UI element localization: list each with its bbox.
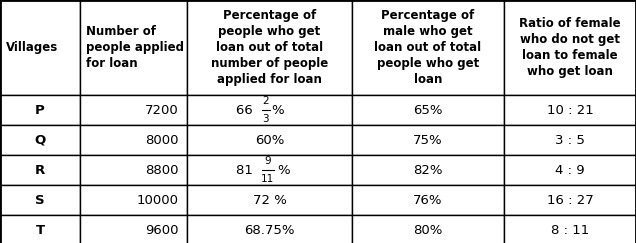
Text: 8800: 8800 [146, 164, 179, 176]
Bar [0, 155, 80, 185]
Text: 82%: 82% [413, 164, 443, 176]
Text: 80%: 80% [413, 224, 443, 236]
Bar [187, 0, 352, 95]
Bar [352, 125, 504, 155]
Bar [352, 155, 504, 185]
Bar [0, 0, 80, 95]
Text: 8000: 8000 [146, 133, 179, 147]
Text: Number of
people applied
for loan: Number of people applied for loan [86, 25, 184, 70]
Text: 2: 2 [262, 95, 269, 105]
Bar [80, 95, 187, 125]
Bar [187, 125, 352, 155]
Bar [504, 125, 636, 155]
Text: 72 %: 72 % [252, 193, 286, 207]
Text: 9: 9 [264, 156, 271, 165]
Text: 81: 81 [237, 164, 258, 176]
Bar [0, 185, 80, 215]
Bar [504, 185, 636, 215]
Bar [80, 0, 187, 95]
Text: R: R [35, 164, 45, 176]
Text: Ratio of female
who do not get
loan to female
who get loan: Ratio of female who do not get loan to f… [519, 17, 621, 78]
Bar [0, 95, 80, 125]
Text: P: P [35, 104, 45, 116]
Text: Villages: Villages [6, 41, 59, 54]
Text: 3: 3 [262, 114, 269, 124]
Text: Percentage of
people who get
loan out of total
number of people
applied for loan: Percentage of people who get loan out of… [211, 9, 328, 86]
Bar [352, 215, 504, 243]
Text: %: % [272, 104, 284, 116]
Text: 16 : 27: 16 : 27 [546, 193, 593, 207]
Text: 60%: 60% [255, 133, 284, 147]
Text: S: S [35, 193, 45, 207]
Text: 9600: 9600 [146, 224, 179, 236]
Bar [352, 95, 504, 125]
Bar [0, 215, 80, 243]
Bar [504, 0, 636, 95]
Text: Percentage of
male who get
loan out of total
people who get
loan: Percentage of male who get loan out of t… [375, 9, 481, 86]
Text: Q: Q [34, 133, 46, 147]
Text: 68.75%: 68.75% [244, 224, 294, 236]
Bar [80, 215, 187, 243]
Bar [187, 155, 352, 185]
Bar [187, 215, 352, 243]
Text: 75%: 75% [413, 133, 443, 147]
Bar [504, 215, 636, 243]
Text: 7200: 7200 [145, 104, 179, 116]
Text: 8 : 11: 8 : 11 [551, 224, 589, 236]
Text: 4 : 9: 4 : 9 [555, 164, 585, 176]
Bar [504, 95, 636, 125]
Bar [80, 155, 187, 185]
Bar [80, 185, 187, 215]
Text: 10 : 21: 10 : 21 [546, 104, 593, 116]
Bar [80, 125, 187, 155]
Bar [504, 155, 636, 185]
Bar [352, 0, 504, 95]
Text: 10000: 10000 [137, 193, 179, 207]
Text: %: % [277, 164, 290, 176]
Text: 11: 11 [261, 174, 274, 184]
Text: 3 : 5: 3 : 5 [555, 133, 585, 147]
Bar [0, 125, 80, 155]
Text: 65%: 65% [413, 104, 443, 116]
Text: 66: 66 [237, 104, 258, 116]
Bar [187, 185, 352, 215]
Text: 76%: 76% [413, 193, 443, 207]
Bar [352, 185, 504, 215]
Bar [187, 95, 352, 125]
Text: T: T [36, 224, 45, 236]
